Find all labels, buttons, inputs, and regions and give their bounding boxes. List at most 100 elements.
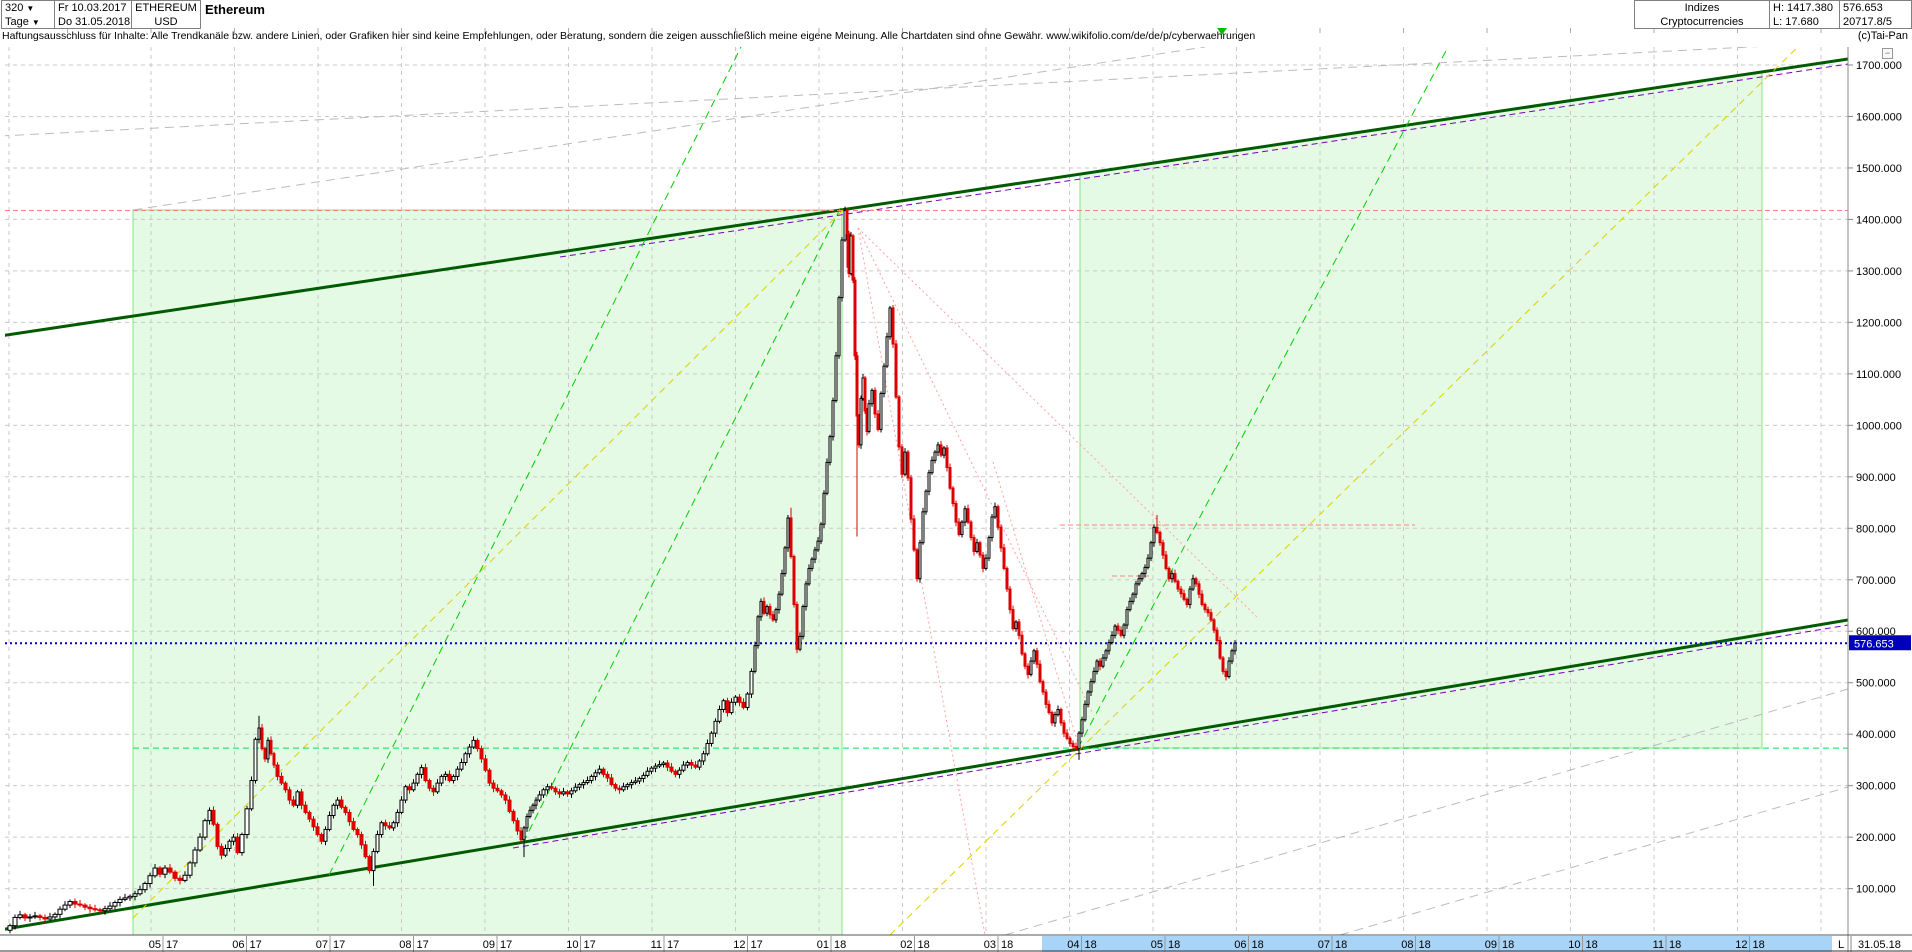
candle-body [1116,625,1120,631]
candle-body [443,773,448,777]
plot-area[interactable] [0,37,1848,935]
candle-body [1050,712,1054,724]
candle-body [315,826,320,836]
date-to[interactable]: Do 31.05.2018 [58,15,131,28]
price-axis-label: 100.000 [1856,884,1896,896]
candle-body [807,567,811,585]
month-label: 11 [1653,939,1664,951]
candle-body [828,436,832,463]
candle-body [1023,653,1027,667]
candle-body [1020,634,1024,655]
candle-body [1077,732,1081,750]
candle-body [1059,708,1063,724]
candle-body [657,764,662,767]
collapse-icon[interactable]: − [1882,48,1893,59]
candle-body [697,760,702,768]
candle-body [906,451,910,479]
candle-body [32,915,38,918]
candle-body [142,882,148,891]
candle-body [845,210,849,235]
candle-body [491,782,496,789]
month-label: 17 [500,939,512,951]
candle-body [1032,650,1036,662]
month-label: 12 [1735,939,1747,951]
candle-body [837,297,841,357]
candle-body [918,542,922,580]
candle-body [235,836,240,854]
candle-body [863,377,867,412]
month-label: 05 [1151,939,1163,951]
candle-body [323,828,328,842]
candle-body [768,606,772,616]
candle-body [924,490,928,513]
candle-body [1098,660,1102,667]
period-unit-dropdown[interactable]: Tage ▼ [2,15,54,29]
candle-body [1095,660,1099,672]
candle-body [1176,580,1180,590]
candle-body [471,739,476,748]
candle-body [355,828,360,836]
candle-body [1047,703,1051,714]
month-label: 11 [651,939,662,951]
month-label: 10 [566,939,578,951]
candle-body [1134,583,1138,595]
candle-body [1164,554,1168,569]
last-price-cell: 576.653 20717.8/5 [1839,0,1912,29]
candle-body [978,542,982,556]
trend-line [522,206,842,844]
candle-body [867,403,871,433]
candle-body [969,521,973,539]
candle-body [371,851,376,872]
candle-body [1206,609,1210,614]
candle-body [1224,670,1228,678]
instrument-name: Ethereum [205,2,265,17]
candle-body [999,526,1003,549]
candle-body [822,492,826,525]
candle-body [900,446,904,475]
candle-body [219,845,224,856]
month-label: 18 [1335,939,1347,951]
candle-body [7,925,13,931]
candle-body [207,809,212,822]
axis-highlight [1042,936,1832,952]
candle-body [331,804,336,817]
candle-body [97,909,103,912]
candle-body [1191,578,1195,590]
candle-body [709,732,714,744]
month-label: 10 [1568,939,1580,951]
candle-body [303,804,308,813]
candle-body [227,840,232,849]
candle-body [395,811,400,824]
month-label: 18 [1753,939,1765,951]
candle-body [415,773,420,784]
candle-body [528,809,532,818]
candle-body [202,820,208,838]
candle-body [825,461,829,494]
candle-body [987,537,991,559]
candle-body [1209,612,1213,621]
candle-body [801,606,805,637]
month-label: 08 [399,939,411,951]
date-from[interactable]: Fr 10.03.2017 [58,2,127,14]
candle-body [12,916,18,927]
candle-body [597,768,602,774]
candle-body [1035,650,1039,665]
period-value-dropdown[interactable]: 320 ▼ [2,1,54,15]
candle-body [283,782,288,791]
month-label: 07 [1318,939,1330,951]
candle-body [945,447,949,469]
candle-body [17,914,23,918]
candle-body [272,753,276,766]
month-label: 07 [316,939,328,951]
month-label: 17 [417,939,429,951]
candle-body [981,554,985,569]
candle-body [897,396,901,448]
candle-body [57,908,63,915]
price-axis-label: 700.000 [1856,575,1896,587]
candle-body [921,511,925,544]
candle-body [335,799,340,806]
candle-body [585,780,590,784]
price-axis-label: 1000.000 [1856,420,1902,432]
candle-body [996,506,1000,528]
